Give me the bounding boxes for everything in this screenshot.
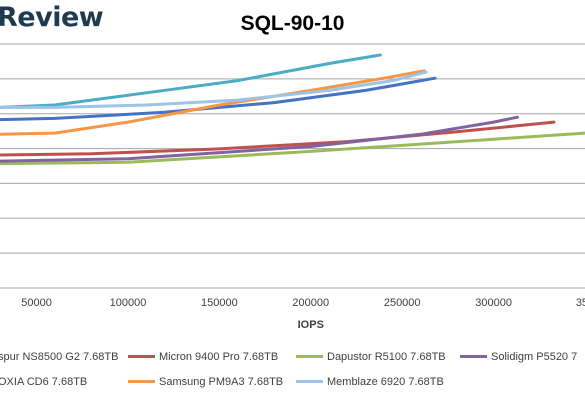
series-line xyxy=(0,120,556,157)
series-line xyxy=(0,53,382,109)
x-tick-label: 150000 xyxy=(201,297,238,309)
x-axis-label: IOPS xyxy=(298,319,324,331)
x-tick-label: 100000 xyxy=(110,297,147,309)
legend-label: Dapustor R5100 7.68TB xyxy=(327,351,446,363)
series-line xyxy=(0,115,519,163)
brand-logo-text: Review xyxy=(0,2,104,33)
legend-label: OXIA CD6 7.68TB xyxy=(0,376,88,388)
legend-item: Memblaze 6920 7.68TB xyxy=(296,374,444,390)
x-tick-label: 350 xyxy=(576,297,585,309)
legend-label: Samsung PM9A3 7.68TB xyxy=(159,376,284,388)
legend-item: Dapustor R5100 7.68TB xyxy=(296,349,446,365)
series-line xyxy=(0,70,428,109)
x-tick-label: 300000 xyxy=(475,297,512,309)
series-line xyxy=(0,131,585,166)
legend-label: Memblaze 6920 7.68TB xyxy=(327,376,444,388)
legend-item: spur NS8500 G2 7.68TB xyxy=(0,349,118,365)
series-line xyxy=(0,69,426,136)
legend-item: OXIA CD6 7.68TB xyxy=(0,374,87,390)
series-line xyxy=(0,76,437,122)
legend-swatch xyxy=(296,354,323,358)
legend-label: spur NS8500 G2 7.68TB xyxy=(0,351,119,363)
legend-item: Micron 9400 Pro 7.68TB xyxy=(128,349,278,365)
legend-swatch xyxy=(128,379,155,383)
legend-label: Micron 9400 Pro 7.68TB xyxy=(159,351,279,363)
legend-swatch xyxy=(460,354,487,358)
legend-swatch xyxy=(296,379,323,383)
legend-item: Solidigm P5520 7 xyxy=(460,349,577,365)
x-tick-label: 250000 xyxy=(384,297,421,309)
legend-swatch xyxy=(128,354,155,358)
legend-label: Solidigm P5520 7 xyxy=(491,351,578,363)
x-tick-label: 200000 xyxy=(292,297,329,309)
legend-item: Samsung PM9A3 7.68TB xyxy=(128,374,283,390)
chart-title: SQL-90-10 xyxy=(240,12,345,35)
x-tick-label: 50000 xyxy=(21,297,52,309)
chart-legend: spur NS8500 G2 7.68TB Micron 9400 Pro 7.6… xyxy=(0,345,585,401)
